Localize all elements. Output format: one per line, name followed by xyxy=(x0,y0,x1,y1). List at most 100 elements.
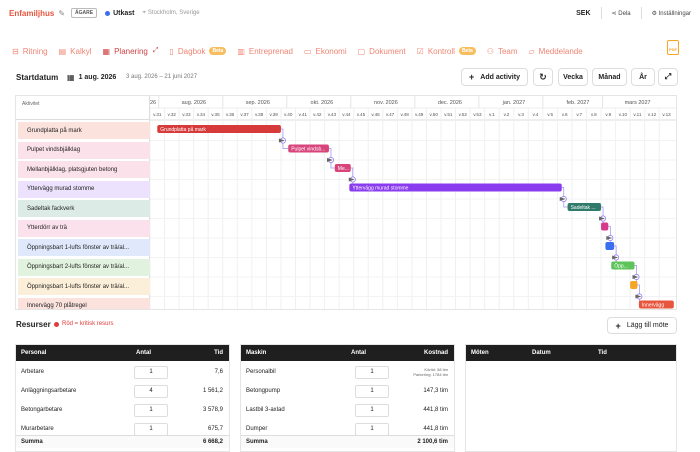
resource-time: 441,8 tim xyxy=(423,426,448,432)
start-date-picker[interactable]: ▦ 1 aug. 2026 xyxy=(67,73,116,82)
quantity-input[interactable]: 1 xyxy=(355,384,389,398)
tab-label: Ekonomi xyxy=(315,46,347,56)
tab-4[interactable]: ▥ Entreprenad xyxy=(237,38,293,64)
gantt-chart: Aktivitet Grundplatta på mark Pulpet vind… xyxy=(15,95,677,310)
tab-0[interactable]: ⊟ Ritning xyxy=(12,38,48,64)
activity-row[interactable]: Grundplatta på mark xyxy=(18,122,150,139)
sum-row: Summa 2 100,6 tim xyxy=(241,435,454,448)
share-icon: ⋖ xyxy=(611,10,619,17)
tab-2[interactable]: ▦ Planering ⤢ xyxy=(103,38,159,64)
add-meeting-button[interactable]: + Lägg till möte xyxy=(607,317,677,334)
month-label: mars 2027 xyxy=(625,100,651,106)
quantity-input[interactable]: 1 xyxy=(134,422,168,436)
project-name[interactable]: Enfamiljhus xyxy=(9,8,55,18)
edit-pencil-icon[interactable]: ✎ xyxy=(58,8,66,18)
month-view-button[interactable]: Månad xyxy=(592,68,627,86)
activity-row[interactable]: Innervägg 70 plåtregel xyxy=(18,297,150,309)
critical-note-label: Röd = kritisk resurs xyxy=(62,321,114,327)
status-indicator[interactable]: Utkast xyxy=(105,9,135,17)
calendar-icon: ▦ xyxy=(102,46,111,56)
top-bar: Enfamiljhus ✎ ÄGARE Utkast ⌖ Stockholm, S… xyxy=(0,0,700,26)
tab-6[interactable]: ▢ Dokument xyxy=(358,38,406,64)
activity-row[interactable]: Ytterdörr av trä xyxy=(18,219,150,237)
quantity-input[interactable]: 1 xyxy=(355,365,389,379)
activity-bar[interactable] xyxy=(601,222,609,231)
location-label: Stockholm, Sverige xyxy=(147,10,200,16)
quantity-input[interactable]: 1 xyxy=(355,422,389,436)
column-header: Kostnad xyxy=(424,350,448,356)
wallet-icon: ▭ xyxy=(303,46,312,56)
tab-8[interactable]: ⚇ Team xyxy=(487,38,518,64)
activity-row[interactable]: Sadeltak fackverk xyxy=(18,200,150,217)
currency-selector[interactable]: SEK xyxy=(576,9,591,17)
activity-bar-label: Innervägg xyxy=(642,303,664,309)
week-label: v.2 xyxy=(504,112,510,117)
activity-bar[interactable] xyxy=(334,164,351,172)
month-label: okt. 2026 xyxy=(311,100,334,106)
week-view-button[interactable]: Vecka xyxy=(558,68,588,86)
expand-icon[interactable]: ⤢ xyxy=(152,47,159,54)
activity-bar[interactable] xyxy=(605,242,615,250)
fullscreen-button[interactable]: ⤢ xyxy=(658,68,678,86)
add-activity-button[interactable]: + Add activity xyxy=(461,68,528,86)
week-label: v.3 xyxy=(518,112,524,117)
flag-marker xyxy=(559,197,566,201)
quantity-input[interactable]: 4 xyxy=(134,384,168,398)
plus-icon: + xyxy=(615,320,621,331)
users-icon: ⚇ xyxy=(486,46,494,56)
activity-row[interactable]: Mellanbjälklag, platsgjuten betong xyxy=(18,161,150,178)
activity-bar[interactable] xyxy=(567,203,602,211)
activity-bar[interactable] xyxy=(349,183,562,192)
week-label: v.4 xyxy=(533,112,539,117)
status-dot-icon xyxy=(105,10,111,16)
week-label: v.39 xyxy=(270,112,279,117)
week-label: v.9 xyxy=(605,112,611,117)
activity-row[interactable]: Öppningsbart 1-lufts fönster av trä/al..… xyxy=(18,239,150,256)
activity-bar[interactable] xyxy=(157,125,281,133)
pdf-export-icon[interactable]: PDF xyxy=(667,40,679,55)
activity-bar-label: Yttervägg murad stomme xyxy=(352,186,408,192)
activity-bar[interactable] xyxy=(611,261,635,270)
week-label: v.31 xyxy=(153,112,162,117)
week-label: v.6 xyxy=(562,112,568,117)
year-view-button[interactable]: År xyxy=(631,68,655,86)
resources-title: Resurser xyxy=(16,320,51,329)
week-label: v.38 xyxy=(255,112,264,117)
table-row: Anläggningsarbetare 4 1 561,2 xyxy=(16,382,229,400)
tab-1[interactable]: ▤ Kalkyl xyxy=(59,38,92,64)
owner-badge: ÄGARE xyxy=(71,8,98,18)
week-label: v.44 xyxy=(342,112,351,117)
activity-bar-label: Sadeltak ... xyxy=(571,205,596,211)
share-button[interactable]: ⋖ Dela xyxy=(612,10,631,17)
activity-row[interactable]: Pulpet vindsbjälklag xyxy=(18,141,150,159)
building-icon: ▥ xyxy=(237,46,245,56)
table-row: Arbetare 1 7,6 xyxy=(16,363,229,381)
week-label: v.45 xyxy=(357,112,366,117)
settings-button[interactable]: ⚙ Inställningar xyxy=(652,10,691,17)
activity-bar[interactable] xyxy=(630,281,638,289)
quantity-input[interactable]: 1 xyxy=(355,403,389,417)
activity-bar[interactable] xyxy=(288,144,329,153)
tab-label: Meddelande xyxy=(538,46,583,56)
flag-marker xyxy=(635,294,642,299)
tab-9[interactable]: ▱ Meddelande xyxy=(529,38,583,64)
quantity-input[interactable]: 1 xyxy=(134,365,168,379)
tab-7[interactable]: ☑ Kontroll Beta xyxy=(417,38,476,64)
status-label: Utkast xyxy=(113,9,135,17)
refresh-button[interactable]: ↻ xyxy=(533,68,553,86)
week-label: v.47 xyxy=(386,112,395,117)
activity-row[interactable]: Öppningsbart 1-lufts fönster av trä/al..… xyxy=(18,278,150,295)
tab-3[interactable]: ▯ Dagbok Beta xyxy=(170,38,227,64)
week-label: v.37 xyxy=(240,112,249,117)
activity-bar[interactable] xyxy=(638,300,674,309)
add-activity-label: Add activity xyxy=(480,73,520,81)
quantity-input[interactable]: 1 xyxy=(134,403,168,417)
gantt-timeline[interactable]: aug. 2026 sep. 2026 okt. 2026 nov. 2026 dec.… xyxy=(150,96,677,310)
activity-bar-label: Öpp... xyxy=(614,263,628,270)
sum-value: 2 100,6 tim xyxy=(417,439,448,445)
critical-resource-note: Röd = kritisk resurs xyxy=(54,321,114,327)
activity-row[interactable]: Öppningsbart 2-lufts fönster av trä/al..… xyxy=(18,258,150,276)
ruler-icon: ⊟ xyxy=(12,46,19,56)
tab-5[interactable]: ▭ Ekonomi xyxy=(304,38,347,64)
activity-row[interactable]: Yttervägg murad stomme xyxy=(18,180,150,198)
